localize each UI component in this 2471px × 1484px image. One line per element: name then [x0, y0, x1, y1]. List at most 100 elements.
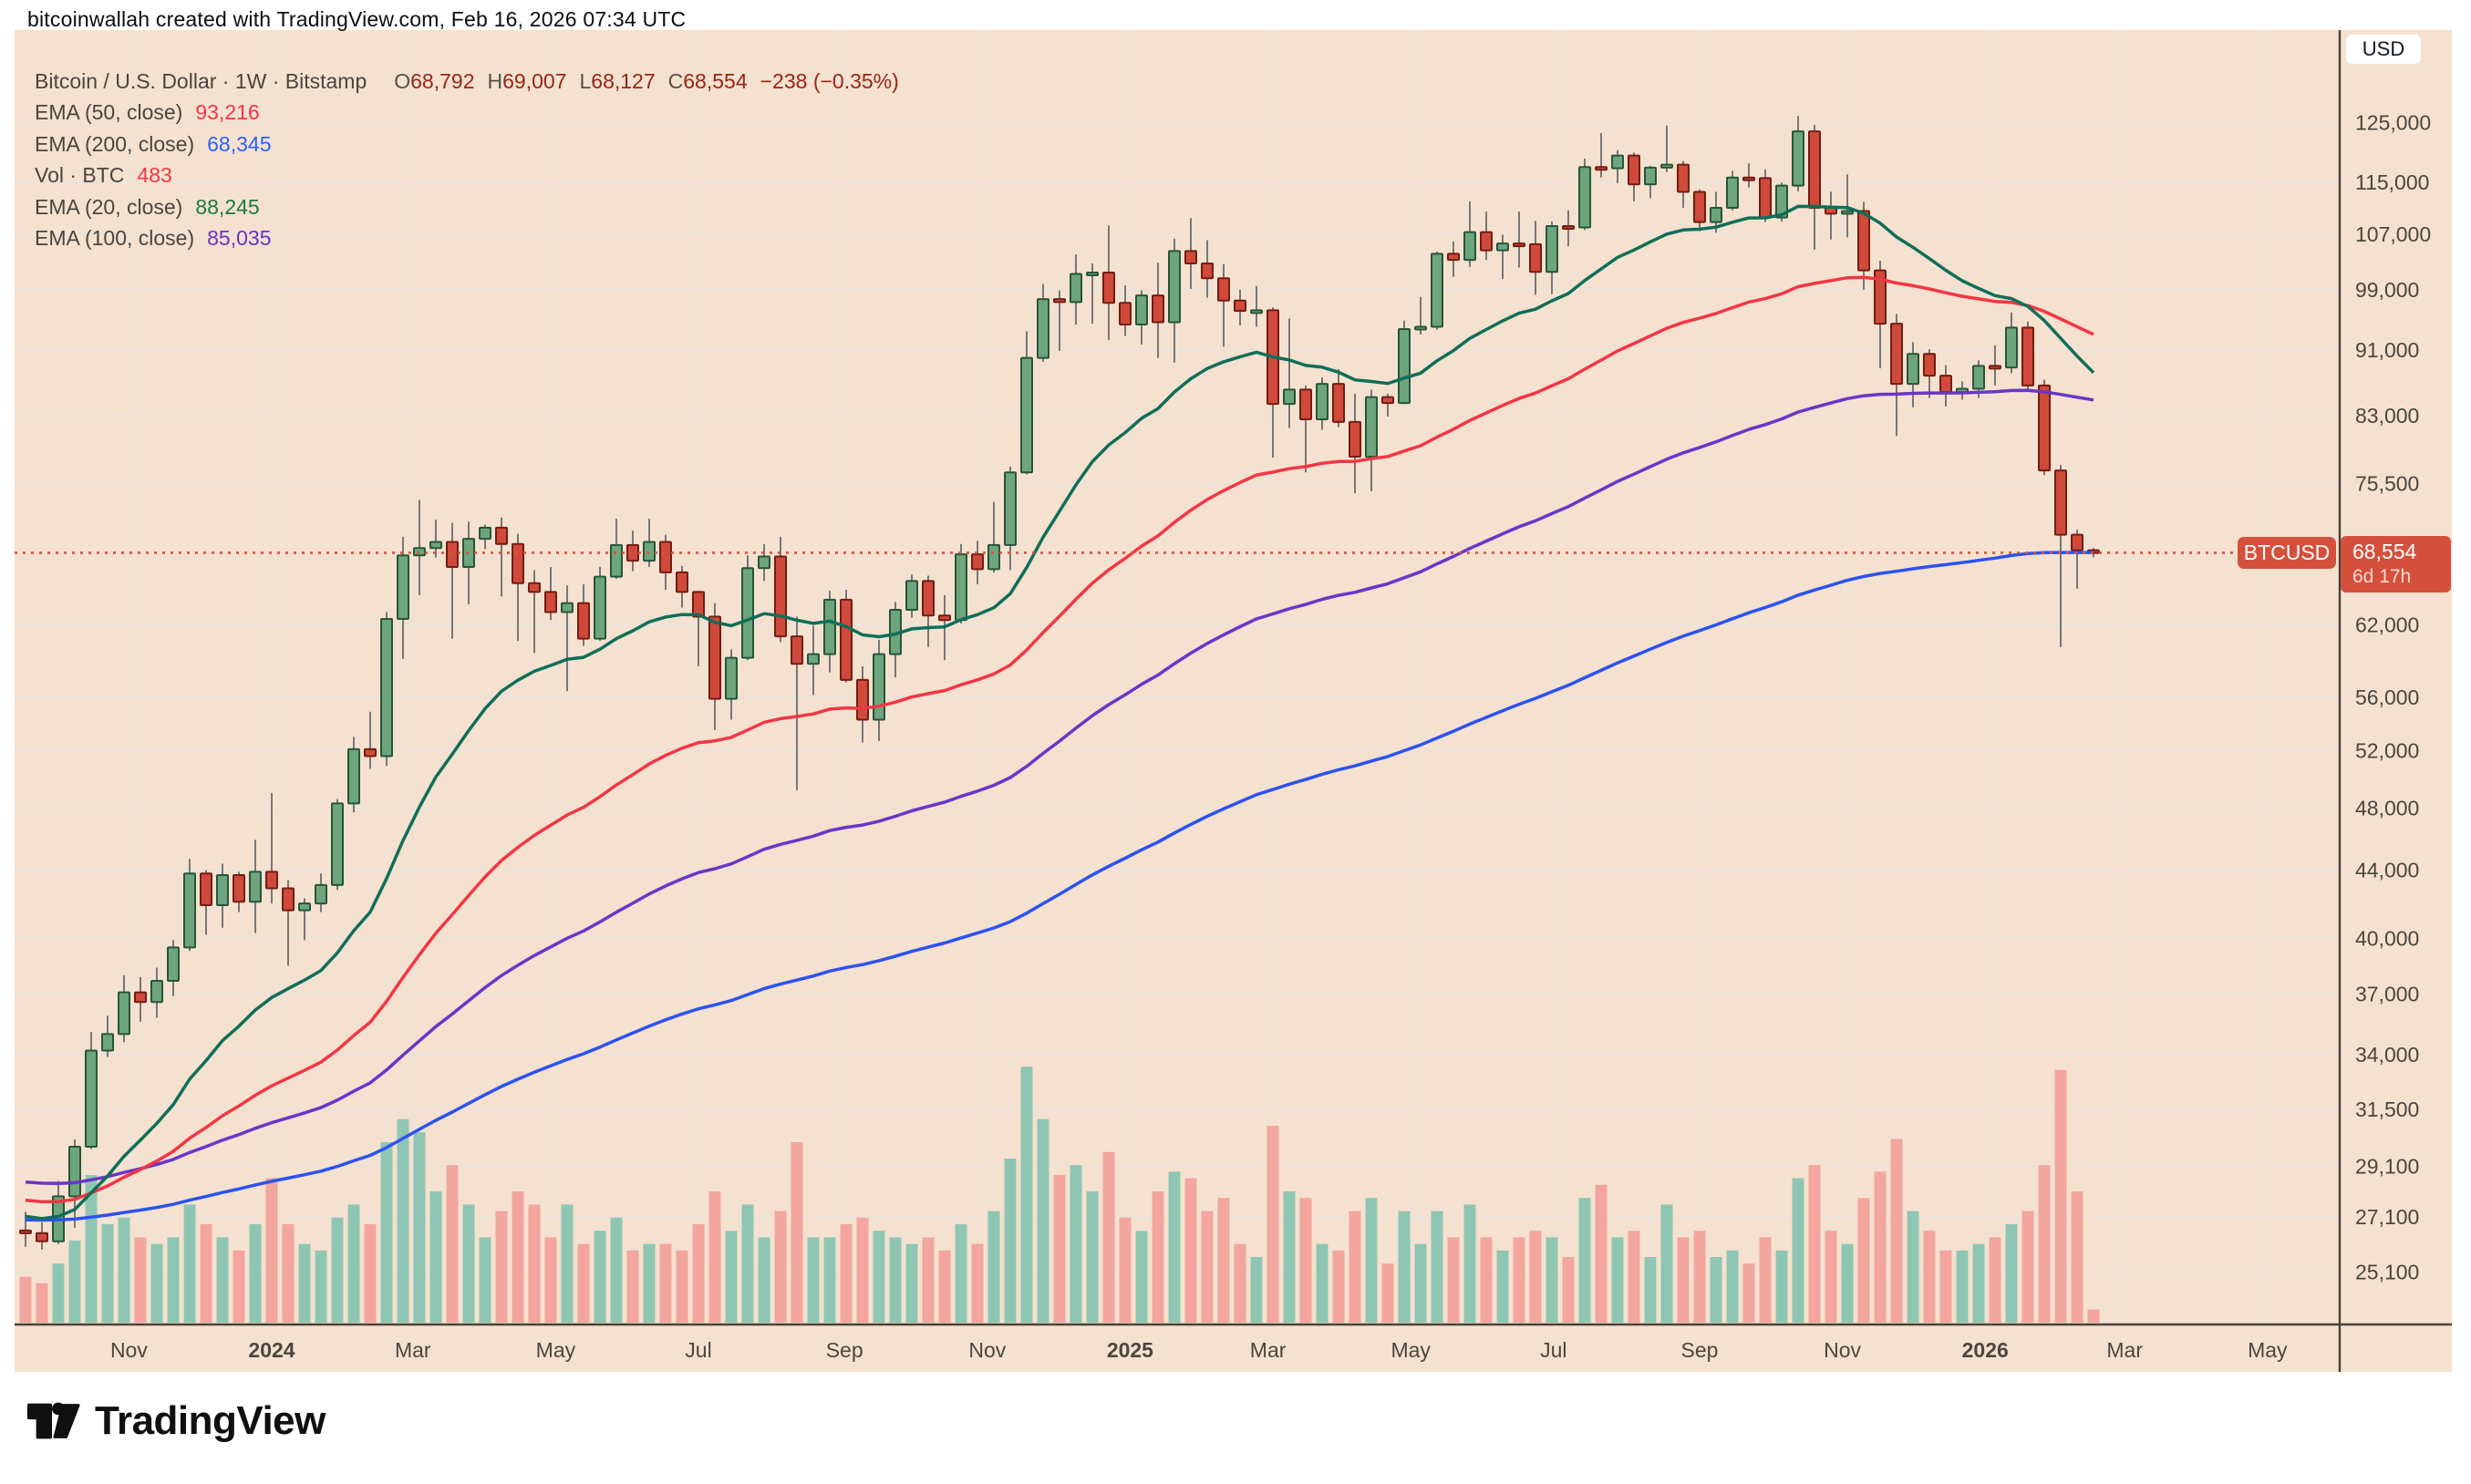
volume-pane[interactable] — [19, 1067, 2100, 1323]
candle-down — [19, 1229, 32, 1234]
volume-bar — [265, 1178, 278, 1323]
volume-bar — [167, 1237, 180, 1323]
indicator-row-ema50[interactable]: EMA (50, close) 93,216 — [35, 98, 899, 129]
volume-bar — [1381, 1263, 1394, 1323]
volume-bar — [676, 1250, 688, 1323]
candle-up — [150, 979, 163, 1004]
volume-bar — [1365, 1198, 1378, 1323]
volume-bar — [2071, 1191, 2083, 1323]
volume-bar — [1677, 1237, 1690, 1323]
last-price-tag: 68,554 6d 17h — [2341, 536, 2451, 593]
price-tick-label: 56,000 — [2355, 685, 2419, 709]
candle-down — [364, 747, 377, 757]
volume-bar — [446, 1165, 459, 1323]
volume-bar — [183, 1204, 196, 1323]
candle-up — [643, 541, 656, 562]
candle-down — [1742, 176, 1755, 181]
price-axis[interactable]: 125,000 115,000 107,000 99,000 91,000 83,000 7… — [2355, 111, 2431, 1284]
candle-up — [610, 543, 623, 578]
candle-up — [1070, 273, 1082, 304]
volume-bar — [1726, 1250, 1739, 1323]
time-axis[interactable]: Nov 2024 Mar May Jul Sep Nov 2025 Mar May Jul Sep No… — [110, 1338, 2288, 1362]
time-tick-label: Jul — [1540, 1338, 1566, 1362]
volume-bar — [1070, 1165, 1082, 1323]
tradingview-logo[interactable]: TradingView — [26, 1393, 326, 1449]
candle-down — [1053, 298, 1066, 304]
time-tick-label: Mar — [2106, 1338, 2143, 1362]
candle-up — [1578, 166, 1591, 229]
indicator-row-volume[interactable]: Vol · BTC 483 — [35, 160, 899, 192]
volume-bar — [905, 1243, 918, 1323]
candle-up — [183, 872, 196, 949]
volume-bar — [1299, 1198, 1312, 1323]
volume-bar — [643, 1243, 656, 1323]
volume-bar — [1841, 1243, 1854, 1323]
indicator-row-ema100[interactable]: EMA (100, close) 85,035 — [35, 223, 899, 255]
volume-bar — [1529, 1231, 1542, 1323]
volume-bar — [922, 1237, 935, 1323]
volume-bar — [512, 1191, 524, 1323]
volume-bar — [2038, 1165, 2051, 1323]
candle-up — [955, 553, 967, 622]
volume-bar — [1759, 1237, 1772, 1323]
volume-bar — [1332, 1250, 1345, 1323]
low-value: 68,127 — [591, 68, 656, 93]
volume-bar — [1414, 1243, 1427, 1323]
candle-up — [1546, 225, 1558, 273]
indicator-label: EMA (20, close) — [35, 194, 183, 219]
time-tick-label: May — [2248, 1338, 2288, 1362]
volume-bar — [1152, 1191, 1164, 1323]
candle-down — [1874, 269, 1887, 325]
volume-bar — [118, 1217, 130, 1323]
candlesticks[interactable] — [19, 116, 2100, 1250]
candle-up — [1972, 365, 1985, 390]
volume-bar — [19, 1276, 32, 1323]
volume-bar — [298, 1243, 311, 1323]
price-tick-label: 40,000 — [2355, 926, 2419, 950]
volume-bar — [1349, 1211, 1361, 1323]
volume-bar — [544, 1237, 557, 1323]
volume-bar — [856, 1217, 869, 1323]
ema-50-line — [25, 275, 2094, 1204]
volume-bar — [1989, 1237, 2001, 1323]
candle-down — [544, 591, 557, 613]
candle-down — [1759, 177, 1772, 219]
volume-bar — [1693, 1231, 1706, 1323]
volume-bar — [347, 1204, 360, 1323]
candle-up — [1316, 383, 1329, 421]
volume-bar — [1939, 1250, 1952, 1323]
volume-bar — [36, 1283, 48, 1323]
volume-bar — [840, 1224, 853, 1323]
currency-button[interactable]: USD — [2345, 34, 2422, 65]
candle-down — [840, 598, 853, 681]
volume-bar — [315, 1250, 327, 1323]
time-tick-label: Nov — [968, 1338, 1006, 1362]
time-tick-label: 2024 — [248, 1338, 295, 1362]
volume-bar — [397, 1118, 409, 1323]
volume-bar — [774, 1211, 787, 1323]
close-value: 68,554 — [683, 68, 748, 93]
price-tick-label: 62,000 — [2355, 613, 2419, 636]
indicator-row-ema20[interactable]: EMA (20, close) 88,245 — [35, 191, 899, 223]
candle-down — [1529, 242, 1542, 273]
volume-bar — [1956, 1250, 1969, 1323]
candle-down — [1184, 250, 1197, 264]
volume-bar — [233, 1250, 245, 1323]
volume-bar — [85, 1175, 98, 1323]
candle-down — [1513, 242, 1525, 248]
candle-up — [1414, 325, 1427, 331]
volume-bar — [249, 1224, 262, 1323]
volume-bar — [1660, 1204, 1673, 1323]
candle-down — [1381, 396, 1394, 405]
indicator-row-ema200[interactable]: EMA (200, close) 68,345 — [35, 129, 899, 160]
volume-bar — [1972, 1243, 1985, 1323]
high-value: 69,007 — [502, 68, 567, 93]
volume-bar — [708, 1191, 721, 1323]
volume-bar — [1102, 1151, 1115, 1323]
candle-down — [495, 526, 508, 545]
candle-up — [101, 1033, 114, 1052]
price-tick-label: 75,500 — [2355, 472, 2419, 496]
